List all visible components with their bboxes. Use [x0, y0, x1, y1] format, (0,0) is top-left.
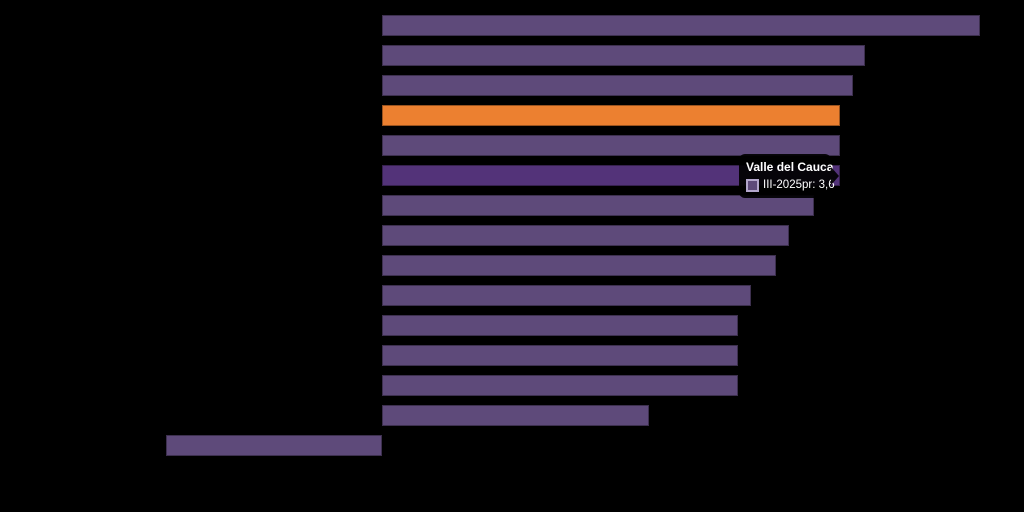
bar-11[interactable]: [382, 345, 739, 366]
bar-3[interactable]: [382, 105, 840, 126]
bar-8[interactable]: [382, 255, 777, 276]
bar-6[interactable]: [382, 195, 815, 216]
bar-10[interactable]: [382, 315, 739, 336]
bar-4[interactable]: [382, 135, 840, 156]
tooltip-series-row: III-2025pr: 3,6: [746, 179, 835, 192]
bar-valle-del-cauca[interactable]: [382, 165, 840, 186]
tooltip-arrow-icon: [831, 167, 839, 185]
bar-12[interactable]: [382, 375, 739, 396]
series-swatch-icon: [746, 179, 759, 192]
tooltip-title: Valle del Cauca: [746, 160, 834, 174]
tooltip: Valle del Cauca III-2025pr: 3,6: [739, 154, 839, 198]
bar-1[interactable]: [382, 45, 866, 66]
bar-7[interactable]: [382, 225, 790, 246]
bar-9[interactable]: [382, 285, 751, 306]
tooltip-series-value: III-2025pr: 3,6: [763, 179, 835, 191]
bar-14[interactable]: [165, 435, 382, 456]
bar-0[interactable]: [382, 15, 980, 36]
bar-2[interactable]: [382, 75, 853, 96]
bar-13[interactable]: [382, 405, 650, 426]
